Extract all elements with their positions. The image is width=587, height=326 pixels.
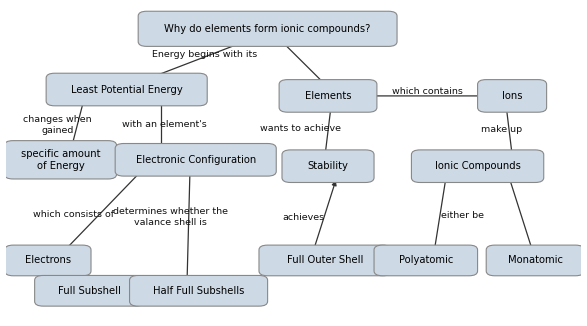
FancyBboxPatch shape: [5, 141, 117, 179]
Text: Least Potential Energy: Least Potential Energy: [71, 84, 183, 95]
FancyBboxPatch shape: [259, 245, 392, 276]
FancyBboxPatch shape: [115, 143, 276, 176]
Text: which consists of: which consists of: [33, 210, 114, 219]
Text: specific amount
of Energy: specific amount of Energy: [21, 149, 100, 171]
Text: Monatomic: Monatomic: [508, 256, 562, 265]
Text: Energy begins with its: Energy begins with its: [151, 50, 257, 59]
Text: Ions: Ions: [502, 91, 522, 101]
FancyBboxPatch shape: [5, 245, 91, 276]
Text: either be: either be: [441, 211, 484, 220]
Text: determines whether the
valance shell is: determines whether the valance shell is: [113, 207, 228, 227]
FancyBboxPatch shape: [282, 150, 374, 183]
Text: Full Outer Shell: Full Outer Shell: [287, 256, 363, 265]
Text: Stability: Stability: [308, 161, 349, 171]
Text: Elements: Elements: [305, 91, 351, 101]
FancyBboxPatch shape: [279, 80, 377, 112]
Text: Full Subshell: Full Subshell: [58, 286, 121, 296]
FancyBboxPatch shape: [35, 275, 144, 306]
FancyBboxPatch shape: [478, 80, 546, 112]
Text: which contains: which contains: [392, 87, 463, 96]
Text: Why do elements form ionic compounds?: Why do elements form ionic compounds?: [164, 24, 371, 34]
Text: Electronic Configuration: Electronic Configuration: [136, 155, 256, 165]
Text: Polyatomic: Polyatomic: [399, 256, 453, 265]
FancyBboxPatch shape: [138, 11, 397, 46]
Text: Half Full Subshells: Half Full Subshells: [153, 286, 244, 296]
Text: Ionic Compounds: Ionic Compounds: [434, 161, 521, 171]
FancyBboxPatch shape: [130, 275, 268, 306]
Text: Electrons: Electrons: [25, 256, 71, 265]
FancyBboxPatch shape: [374, 245, 478, 276]
FancyBboxPatch shape: [486, 245, 584, 276]
FancyBboxPatch shape: [46, 73, 207, 106]
Text: with an element's: with an element's: [122, 120, 207, 129]
Text: make up: make up: [481, 125, 522, 134]
Text: achieves: achieves: [282, 213, 325, 222]
FancyBboxPatch shape: [411, 150, 544, 183]
Text: wants to achieve: wants to achieve: [261, 124, 342, 133]
Text: changes when
gained: changes when gained: [23, 115, 92, 135]
